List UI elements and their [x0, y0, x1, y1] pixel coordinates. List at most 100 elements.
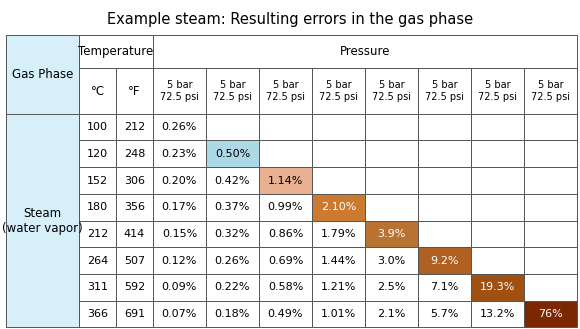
Text: 5 bar
72.5 psi: 5 bar 72.5 psi	[531, 80, 570, 102]
Text: 0.23%: 0.23%	[162, 149, 197, 159]
Bar	[312, 274, 365, 301]
Text: °F: °F	[128, 85, 141, 97]
Bar	[206, 68, 259, 114]
Bar	[524, 220, 577, 247]
Bar	[153, 301, 206, 327]
Text: 0.12%: 0.12%	[162, 256, 197, 266]
Text: 0.26%: 0.26%	[162, 122, 197, 132]
Text: 264: 264	[87, 256, 108, 266]
Bar	[418, 220, 471, 247]
Text: 5 bar
72.5 psi: 5 bar 72.5 psi	[478, 80, 517, 102]
Bar	[6, 35, 79, 114]
Text: Temperature: Temperature	[78, 45, 154, 58]
Bar	[365, 274, 418, 301]
Bar	[6, 274, 79, 301]
Bar	[524, 274, 577, 301]
Text: 2.1%: 2.1%	[378, 309, 405, 319]
Text: 0.49%: 0.49%	[268, 309, 303, 319]
Text: 0.18%: 0.18%	[215, 309, 250, 319]
Bar	[312, 167, 365, 194]
Bar	[153, 194, 206, 220]
Text: 356: 356	[124, 202, 145, 212]
Bar	[259, 194, 312, 220]
Text: 5 bar
72.5 psi: 5 bar 72.5 psi	[160, 80, 199, 102]
Bar	[6, 194, 79, 220]
Bar	[471, 140, 524, 167]
Bar	[6, 301, 79, 327]
Bar	[259, 68, 312, 114]
Bar	[79, 220, 116, 247]
Bar	[365, 301, 418, 327]
Bar	[365, 194, 418, 220]
Text: 5.7%: 5.7%	[430, 309, 459, 319]
Bar	[312, 301, 365, 327]
Bar	[79, 301, 116, 327]
Bar	[206, 167, 259, 194]
Text: 212: 212	[124, 122, 145, 132]
Bar	[259, 114, 312, 140]
Text: 1.14%: 1.14%	[268, 175, 303, 186]
Bar	[79, 68, 116, 114]
Text: 1.44%: 1.44%	[321, 256, 356, 266]
Text: 3.9%: 3.9%	[378, 229, 405, 239]
Text: 0.32%: 0.32%	[215, 229, 250, 239]
Bar	[365, 114, 418, 140]
Text: 19.3%: 19.3%	[480, 282, 515, 292]
Text: 5 bar
72.5 psi: 5 bar 72.5 psi	[319, 80, 358, 102]
Bar	[471, 247, 524, 274]
Bar	[206, 194, 259, 220]
Bar	[116, 167, 153, 194]
Bar	[79, 35, 153, 68]
Bar	[365, 167, 418, 194]
Bar	[116, 220, 153, 247]
Text: 248: 248	[124, 149, 145, 159]
Bar	[206, 114, 259, 140]
Bar	[79, 140, 116, 167]
Bar	[312, 194, 365, 220]
Text: 0.26%: 0.26%	[215, 256, 250, 266]
Bar	[312, 220, 365, 247]
Bar	[471, 194, 524, 220]
Text: 5 bar
72.5 psi: 5 bar 72.5 psi	[266, 80, 305, 102]
Bar	[524, 194, 577, 220]
Bar	[206, 220, 259, 247]
Text: 311: 311	[87, 282, 108, 292]
Text: 0.50%: 0.50%	[215, 149, 250, 159]
Bar	[153, 140, 206, 167]
Bar	[116, 247, 153, 274]
Bar	[79, 247, 116, 274]
Bar	[79, 114, 116, 140]
Text: °C: °C	[90, 85, 105, 97]
Bar	[312, 114, 365, 140]
Text: 0.17%: 0.17%	[162, 202, 197, 212]
Text: 306: 306	[124, 175, 145, 186]
Text: 1.01%: 1.01%	[321, 309, 356, 319]
Bar	[312, 247, 365, 274]
Text: 0.99%: 0.99%	[268, 202, 303, 212]
Bar	[116, 114, 153, 140]
Bar	[116, 301, 153, 327]
Bar	[365, 140, 418, 167]
Text: 212: 212	[87, 229, 108, 239]
Text: 507: 507	[124, 256, 145, 266]
Text: 76%: 76%	[538, 309, 563, 319]
Bar	[471, 274, 524, 301]
Text: 152: 152	[87, 175, 108, 186]
Text: 0.09%: 0.09%	[162, 282, 197, 292]
Bar	[206, 274, 259, 301]
Text: 0.22%: 0.22%	[215, 282, 250, 292]
Bar	[365, 247, 418, 274]
Bar	[259, 220, 312, 247]
Text: 7.1%: 7.1%	[430, 282, 459, 292]
Text: 0.86%: 0.86%	[268, 229, 303, 239]
Text: 100: 100	[87, 122, 108, 132]
Text: 0.20%: 0.20%	[162, 175, 197, 186]
Text: Pressure: Pressure	[340, 45, 390, 58]
Bar	[206, 301, 259, 327]
Text: 691: 691	[124, 309, 145, 319]
Bar	[259, 274, 312, 301]
Text: 1.79%: 1.79%	[321, 229, 356, 239]
Bar	[79, 274, 116, 301]
Bar	[418, 301, 471, 327]
Bar	[471, 301, 524, 327]
